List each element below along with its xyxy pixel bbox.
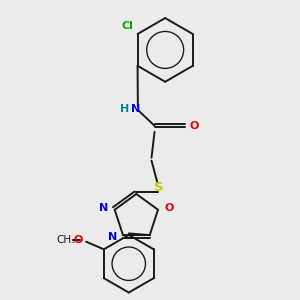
Text: O: O [189, 121, 199, 131]
Text: N: N [131, 104, 140, 114]
Text: CH₃: CH₃ [56, 235, 76, 245]
Text: O: O [73, 235, 83, 245]
Text: N: N [99, 203, 109, 213]
Text: O: O [164, 203, 173, 213]
Text: N: N [108, 232, 117, 242]
Text: S: S [154, 182, 164, 194]
Text: H: H [119, 104, 129, 114]
Text: Cl: Cl [121, 21, 133, 31]
